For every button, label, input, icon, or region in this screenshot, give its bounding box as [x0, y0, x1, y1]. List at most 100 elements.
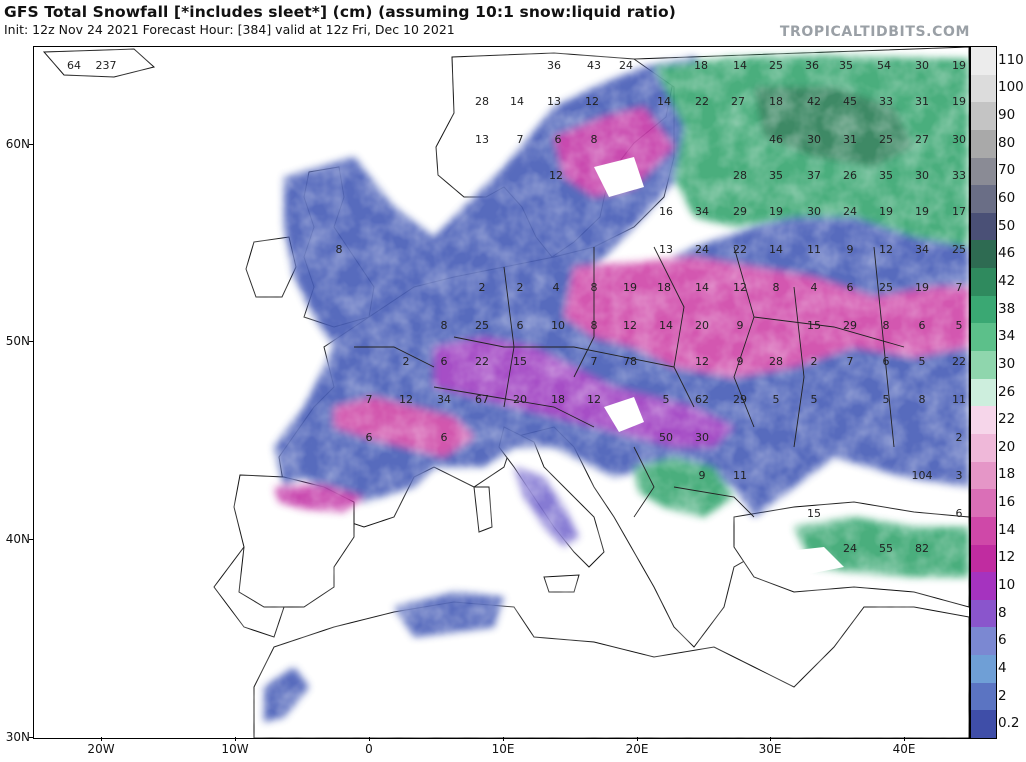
legend-label: 4 [998, 659, 1007, 676]
snow-value-label: 8 [336, 243, 343, 256]
legend-label: 80 [998, 134, 1016, 151]
legend-label: 6 [998, 632, 1007, 649]
snow-value-label: 28 [475, 95, 489, 108]
texture-overlay [34, 47, 969, 738]
snow-value-label: 22 [695, 95, 709, 108]
legend-label: 110 [998, 51, 1024, 68]
legend-swatch [971, 212, 996, 241]
snow-value-label: 30 [695, 431, 709, 444]
snow-value-label: 62 [695, 393, 709, 406]
legend-label: 30 [998, 355, 1016, 372]
snow-value-label: 2 [811, 355, 818, 368]
snow-value-label: 12 [733, 281, 747, 294]
snow-value-label: 12 [623, 319, 637, 332]
legend-swatch [971, 682, 996, 711]
snow-value-label: 78 [623, 355, 637, 368]
snow-value-label: 31 [915, 95, 929, 108]
legend-swatch [971, 627, 996, 656]
snow-value-label: 5 [811, 393, 818, 406]
map-title: GFS Total Snowfall [*includes sleet*] (c… [4, 3, 676, 21]
snow-value-label: 25 [769, 59, 783, 72]
snow-value-label: 34 [915, 243, 929, 256]
snow-value-label: 15 [807, 319, 821, 332]
snow-value-label: 24 [843, 205, 857, 218]
legend-swatch [971, 323, 996, 352]
snow-value-label: 19 [915, 281, 929, 294]
snow-value-label: 9 [737, 355, 744, 368]
snow-value-label: 46 [769, 133, 783, 146]
snow-value-label: 5 [663, 393, 670, 406]
snow-value-label: 35 [839, 59, 853, 72]
legend-swatch [971, 185, 996, 214]
lat-tick [29, 144, 33, 145]
legend-label: 42 [998, 272, 1016, 289]
snow-value-label: 30 [952, 133, 966, 146]
snow-value-label: 19 [952, 95, 966, 108]
lat-tick-label: 60N [5, 137, 30, 151]
legend-swatch [971, 433, 996, 463]
snow-value-label: 18 [694, 59, 708, 72]
lat-tick [29, 539, 33, 540]
lon-tick-label: 20W [87, 742, 115, 756]
snow-value-label: 12 [399, 393, 413, 406]
snow-value-label: 12 [879, 243, 893, 256]
snow-value-label: 14 [769, 243, 783, 256]
legend-swatch [971, 655, 996, 684]
snow-value-label: 37 [807, 169, 821, 182]
snow-value-label: 13 [659, 243, 673, 256]
lon-tick [235, 737, 236, 741]
legend-swatch [971, 157, 996, 186]
snow-value-label: 15 [513, 355, 527, 368]
snow-value-label: 7 [847, 355, 854, 368]
lon-tick-label: 40E [892, 742, 916, 756]
credit-text: TROPICALTIDBITS.COM [779, 24, 970, 40]
legend-swatch [971, 516, 996, 545]
country-borders [354, 246, 905, 518]
lon-tick [904, 737, 905, 741]
snow-value-label: 18 [551, 393, 565, 406]
snow-value-label: 6 [441, 431, 448, 444]
snow-value-label: 8 [883, 319, 890, 332]
snow-value-label: 8 [591, 133, 598, 146]
legend-label: 50 [998, 217, 1016, 234]
legend-label: 100 [998, 79, 1024, 96]
snow-value-label: 6 [956, 507, 963, 520]
snow-value-label: 35 [879, 169, 893, 182]
legend-label: 60 [998, 190, 1016, 207]
lon-tick [369, 737, 370, 741]
snow-value-label: 19 [915, 205, 929, 218]
snow-value-label: 34 [437, 393, 451, 406]
snow-value-label: 30 [915, 169, 929, 182]
snow-value-label: 12 [585, 95, 599, 108]
snow-value-label: 8 [591, 319, 598, 332]
legend-label: 0.2 [998, 715, 1020, 732]
snow-value-label: 11 [952, 393, 966, 406]
snow-value-label: 64 [67, 59, 81, 72]
snow-value-label: 16 [659, 205, 673, 218]
snow-value-label: 8 [919, 393, 926, 406]
snow-value-label: 104 [912, 469, 933, 482]
snow-value-label: 8 [591, 281, 598, 294]
snow-value-label: 2 [956, 431, 963, 444]
legend-label: 8 [998, 604, 1007, 621]
snow-value-label: 24 [843, 542, 857, 555]
snow-value-label: 6 [847, 281, 854, 294]
legend-swatch [971, 74, 996, 103]
snow-value-label: 7 [517, 133, 524, 146]
snow-value-label: 6 [441, 355, 448, 368]
snow-free-areas [594, 157, 844, 575]
legend-swatch [971, 129, 996, 159]
snow-value-label: 31 [843, 133, 857, 146]
snow-value-label: 25 [475, 319, 489, 332]
snow-value-label: 43 [587, 59, 601, 72]
snow-value-label: 14 [659, 319, 673, 332]
snow-value-label: 28 [769, 355, 783, 368]
snow-value-label: 26 [843, 169, 857, 182]
snowfall-map: 64 237 36 43 24 18 14 25 36 35 54 30 19 28 14 13 12 14 22 2… [33, 46, 970, 739]
snow-value-label: 6 [517, 319, 524, 332]
legend-label: 12 [998, 549, 1016, 566]
snow-value-label: 24 [619, 59, 633, 72]
snow-value-label: 5 [773, 393, 780, 406]
snow-value-label: 11 [807, 243, 821, 256]
snow-value-label: 9 [737, 319, 744, 332]
